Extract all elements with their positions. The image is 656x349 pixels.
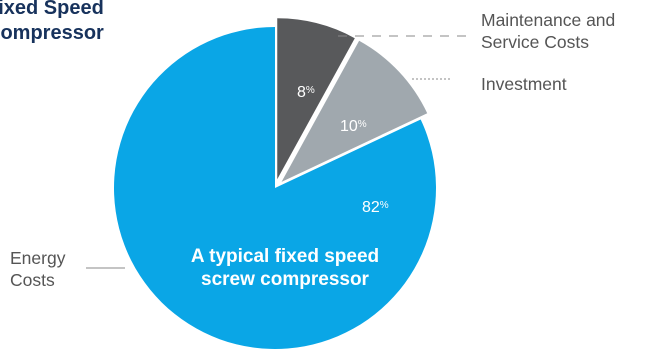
chart-title-line-1: Fixed Speed (0, 0, 104, 19)
slice-unit-investment: % (357, 119, 367, 130)
slice-value-maintenance: 8 (297, 84, 306, 101)
chart-title: Fixed Speed Compressor (0, 0, 104, 46)
slice-unit-maintenance: % (305, 85, 315, 96)
legend-label-maintenance-line-1: Maintenance and (481, 10, 616, 30)
legend-label-maintenance-line-2: Service Costs (481, 32, 589, 52)
pie-slice-maintenance (277, 18, 355, 180)
chart-title-line-2: Compressor (0, 22, 104, 44)
slice-label-investment: 10% (340, 118, 367, 136)
legend-label-energy: Energy Costs (10, 247, 65, 291)
legend-label-energy-line-2: Costs (10, 270, 55, 290)
slice-value-energy: 82 (362, 199, 380, 216)
slice-label-energy: 82% (362, 199, 389, 217)
slice-unit-energy: % (379, 200, 389, 211)
legend-label-maintenance: Maintenance and Service Costs (481, 9, 615, 53)
chart-caption-line-2: screw compressor (201, 269, 369, 290)
pie-slice-investment (281, 40, 428, 182)
legend-label-investment: Investment (481, 74, 567, 94)
pie-slice-energy (114, 27, 436, 349)
chart-caption: A typical fixed speed screw compressor (160, 245, 410, 291)
slice-label-maintenance: 8% (297, 84, 315, 102)
slice-value-investment: 10 (340, 118, 358, 135)
chart-caption-line-1: A typical fixed speed (190, 246, 380, 267)
legend-label-energy-line-1: Energy (10, 248, 66, 268)
